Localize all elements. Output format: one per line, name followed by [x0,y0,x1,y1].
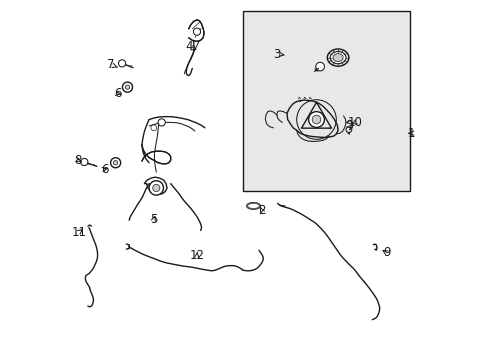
Text: 2: 2 [258,204,265,217]
Polygon shape [188,20,204,41]
Text: 6: 6 [101,163,108,176]
Text: 3: 3 [273,48,283,60]
Circle shape [113,161,118,165]
Circle shape [125,85,129,89]
Text: 1: 1 [407,127,415,140]
Circle shape [311,115,320,124]
Ellipse shape [332,54,343,62]
Circle shape [151,125,156,131]
Circle shape [158,119,165,126]
Circle shape [118,60,125,67]
Ellipse shape [326,49,348,66]
Circle shape [315,62,324,71]
Text: 6: 6 [114,87,122,100]
Circle shape [122,82,132,92]
Text: 9: 9 [382,246,389,259]
Circle shape [152,184,160,192]
Ellipse shape [246,202,260,210]
Text: 4: 4 [184,40,196,53]
Circle shape [193,28,200,35]
Text: 7: 7 [106,58,117,71]
Circle shape [308,112,324,127]
Text: 5: 5 [150,213,157,226]
Ellipse shape [247,203,259,208]
Text: 12: 12 [189,249,204,262]
Text: 8: 8 [74,154,81,167]
Bar [242,11,409,191]
Text: 11: 11 [71,226,86,239]
Circle shape [149,181,163,195]
Text: 10: 10 [347,116,362,129]
Circle shape [81,158,88,166]
Polygon shape [142,145,170,164]
Ellipse shape [329,51,346,64]
Circle shape [110,158,121,168]
